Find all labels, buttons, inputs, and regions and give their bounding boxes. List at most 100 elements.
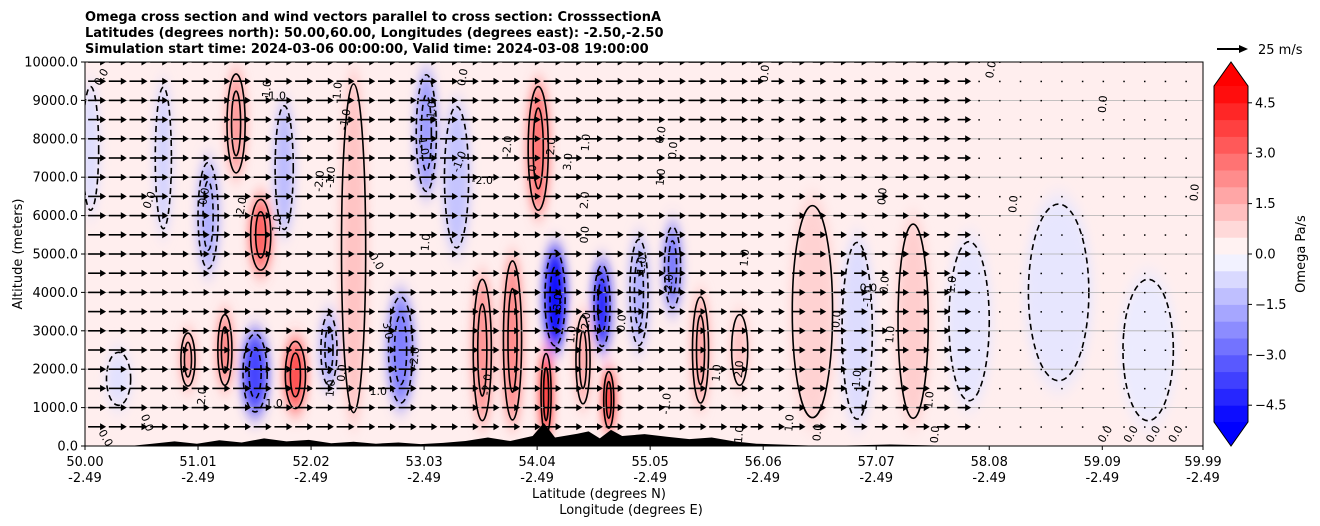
wind-vector-head [700,404,707,412]
wind-vector-head [514,327,521,335]
wind-vector-head [410,192,417,200]
wind-vector-head [576,404,583,412]
wind-vector-head [596,346,603,354]
wind-vector-head [944,154,951,162]
wind-vector-head [903,96,910,104]
wind-vector-head [679,154,686,162]
wind-vector-dot [999,349,1001,351]
wind-vector-head [679,346,686,354]
wind-vector-head [369,116,376,124]
wind-vector-head [659,212,666,220]
wind-vector-head [944,173,951,181]
wind-vector-head [700,96,707,104]
contour-line-6 [226,73,246,174]
wind-vector-head [369,154,376,162]
wind-vector-head [514,384,521,392]
wind-vector-head [778,77,785,85]
wind-vector-dot [1040,330,1042,332]
wind-vector-dot [978,330,980,332]
wind-vector-head [286,62,293,66]
contour-label-37: -2.0 [578,312,593,335]
contour-label-51: 0.0 [810,423,824,442]
wind-vector-head [638,384,645,392]
wind-vector-head [799,192,806,200]
wind-vector-head [245,192,252,200]
wind-vector-head [431,173,438,181]
x-axis-label-lat: Latitude (degrees N) [532,487,666,502]
wind-vector-head [596,135,603,143]
wind-vector-dot [999,426,1001,428]
wind-vector-head [679,135,686,143]
wind-vector-dot [1123,349,1125,351]
wind-vector-head [162,308,169,316]
contour-label-43: 1.0 [654,168,668,187]
wind-vector-head [659,423,666,431]
wind-vector-head [555,96,562,104]
wind-vector-head [452,96,459,104]
wind-vector-head [555,154,562,162]
wind-vector-head [182,96,189,104]
wind-vector-head [882,231,889,239]
wind-vector-head [534,173,541,181]
wind-vector-head [410,96,417,104]
wind-vector-head [224,192,231,200]
wind-vector-head [882,346,889,354]
wind-vector-head [369,365,376,373]
contour-label-4: 0.0 [196,187,212,206]
wind-vector-head [389,404,396,412]
wind-vector-dot [1143,99,1146,102]
wind-vector-head [820,231,827,239]
wind-vector-head [431,423,438,431]
wind-vector-head [224,384,231,392]
wind-vector-dot [1102,407,1105,409]
wind-vector-dot [1164,195,1167,198]
contour-label-49: 0.0 [758,64,772,83]
wind-vector-head [203,384,210,392]
wind-vector-head [799,327,806,335]
wind-vector-head [389,231,396,239]
contour-label-22: 1.0 [416,137,432,156]
wind-vector-head [659,269,666,277]
wind-vector-head [700,212,707,220]
wind-vector-head [679,288,686,296]
wind-vector-head [203,62,210,66]
wind-vector-dot [978,215,980,217]
y-tick-label-1: 1000.0 [33,401,79,416]
colorbar-segment [1214,338,1248,356]
wind-vector-head [861,269,868,277]
wind-vector-head [840,327,847,335]
wind-vector-head [861,308,868,316]
wind-vector-head [555,250,562,258]
wind-vector-head [410,231,417,239]
contour-label-41: 0.0 [666,141,680,160]
wind-vector-head [617,288,624,296]
contour-line-31 [948,240,991,402]
wind-vector-dot [1123,195,1125,198]
wind-vector-head [348,212,355,220]
wind-vector-head [100,365,107,373]
wind-vector-dot [1019,195,1022,198]
wind-vector-head [741,192,748,200]
wind-vector-dot [999,368,1001,371]
wind-vector-head [162,384,169,392]
wind-vector-head [923,384,930,392]
wind-vector-head [120,423,127,431]
wind-vector-head [700,327,707,335]
wind-vector-head [741,250,748,258]
wind-vectors [88,62,1187,431]
wind-vector-dot [978,272,980,275]
contour-label-50: 1.0 [782,414,796,433]
wind-vector-head [596,384,603,392]
wind-vector-head [514,250,521,258]
wind-vector-dot [1143,195,1146,198]
contour-label-31: -3.0 [550,293,565,316]
wind-vector-head [245,269,252,277]
wind-vector-head [307,192,314,200]
wind-vector-head [861,346,868,354]
wind-vector-head [778,327,785,335]
colorbar-segment [1214,119,1248,137]
wind-vector-head [555,269,562,277]
contour-labels: 0.00.00.00.0 0.02.0-2.01.0-1.01.01.0-2.0-… [91,62,1202,446]
y-axis: 0.0 1000.0 2000.0 3000.0 4000.0 5000.0 6000.0 7… [24,56,85,455]
wind-vector-head [327,62,334,66]
